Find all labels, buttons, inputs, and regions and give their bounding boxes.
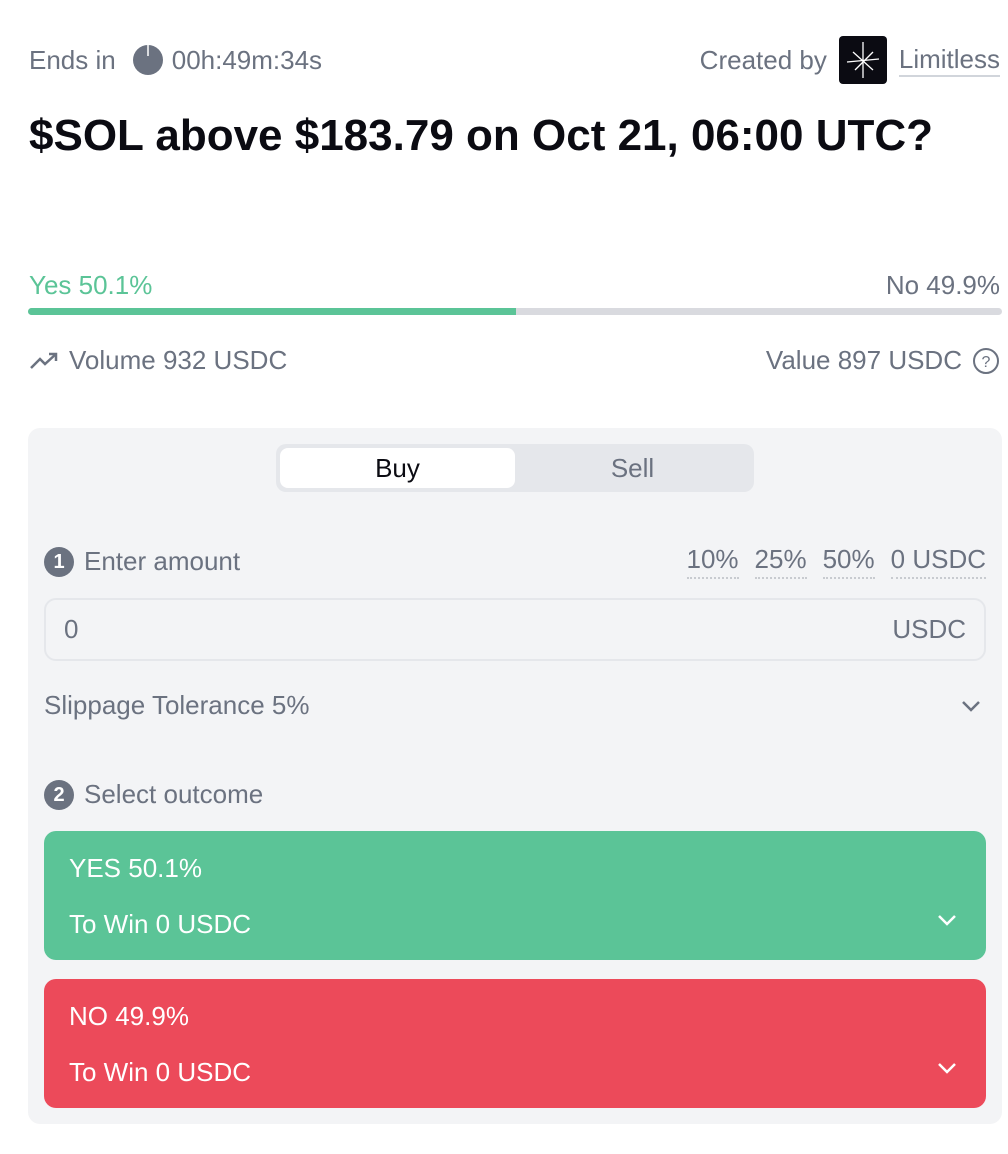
value: Value 897 USDC ? [766, 345, 1000, 376]
yes-outcome-button[interactable]: YES 50.1% To Win 0 USDC [44, 831, 986, 960]
tab-buy[interactable]: Buy [280, 448, 515, 488]
step-2-badge: 2 [44, 779, 74, 810]
buy-sell-toggle: Buy Sell [276, 444, 754, 492]
quick-50-button[interactable]: 50% [822, 544, 875, 579]
slippage-dropdown[interactable]: Slippage Tolerance 5% [44, 690, 986, 721]
tab-sell[interactable]: Sell [610, 453, 655, 483]
select-outcome-label: Select outcome [84, 779, 264, 809]
ends-in: Ends in 00h:49m:34s [29, 44, 322, 76]
value-text: Value 897 USDC [765, 345, 962, 375]
trending-up-icon [30, 352, 58, 369]
yes-outcome-label: YES 50.1% [69, 853, 202, 883]
slippage-label: Slippage Tolerance 5% [44, 690, 310, 720]
no-odds: No 49.9% [885, 270, 1000, 300]
odds-bar-yes-fill [28, 308, 516, 315]
quick-25-button[interactable]: 25% [754, 544, 807, 579]
creator: Created by Limitless [700, 36, 1000, 84]
no-outcome-label: NO 49.9% [69, 1001, 189, 1031]
amount-input[interactable]: 0 USDC [44, 598, 986, 661]
creator-link[interactable]: Limitless [898, 44, 1000, 77]
no-to-win: To Win 0 USDC [69, 1057, 252, 1087]
chevron-down-icon [938, 1063, 956, 1074]
limitless-logo-icon [838, 36, 887, 84]
enter-amount-label: Enter amount [84, 546, 241, 576]
svg-text:?: ? [982, 354, 991, 371]
countdown: 00h:49m:34s [171, 44, 323, 75]
step-enter-amount: 1 Enter amount [44, 546, 240, 577]
amount-unit: USDC [892, 614, 966, 644]
quick-10-button[interactable]: 10% [686, 544, 739, 579]
no-outcome-button[interactable]: NO 49.9% To Win 0 USDC [44, 979, 986, 1108]
created-label: Created by [699, 44, 827, 75]
market-title: $SOL above $183.79 on Oct 21, 06:00 UTC? [29, 111, 934, 160]
odds-bar [28, 308, 1002, 315]
ends-label: Ends in [29, 44, 116, 75]
amount-value[interactable]: 0 [64, 614, 79, 644]
max-balance-button[interactable]: 0 USDC [890, 544, 986, 579]
volume: Volume 932 USDC [29, 345, 287, 376]
chevron-down-icon [938, 915, 956, 926]
volume-text: Volume 932 USDC [69, 345, 288, 375]
yes-odds: Yes 50.1% [29, 270, 153, 300]
chevron-down-icon [962, 700, 980, 712]
step-1-badge: 1 [44, 546, 74, 577]
help-icon[interactable]: ? [972, 347, 1000, 375]
step-select-outcome: 2 Select outcome [44, 779, 263, 810]
yes-to-win: To Win 0 USDC [69, 909, 252, 939]
quick-amounts: 10% 25% 50% 0 USDC [686, 544, 986, 579]
timer-pie-icon [132, 45, 163, 75]
